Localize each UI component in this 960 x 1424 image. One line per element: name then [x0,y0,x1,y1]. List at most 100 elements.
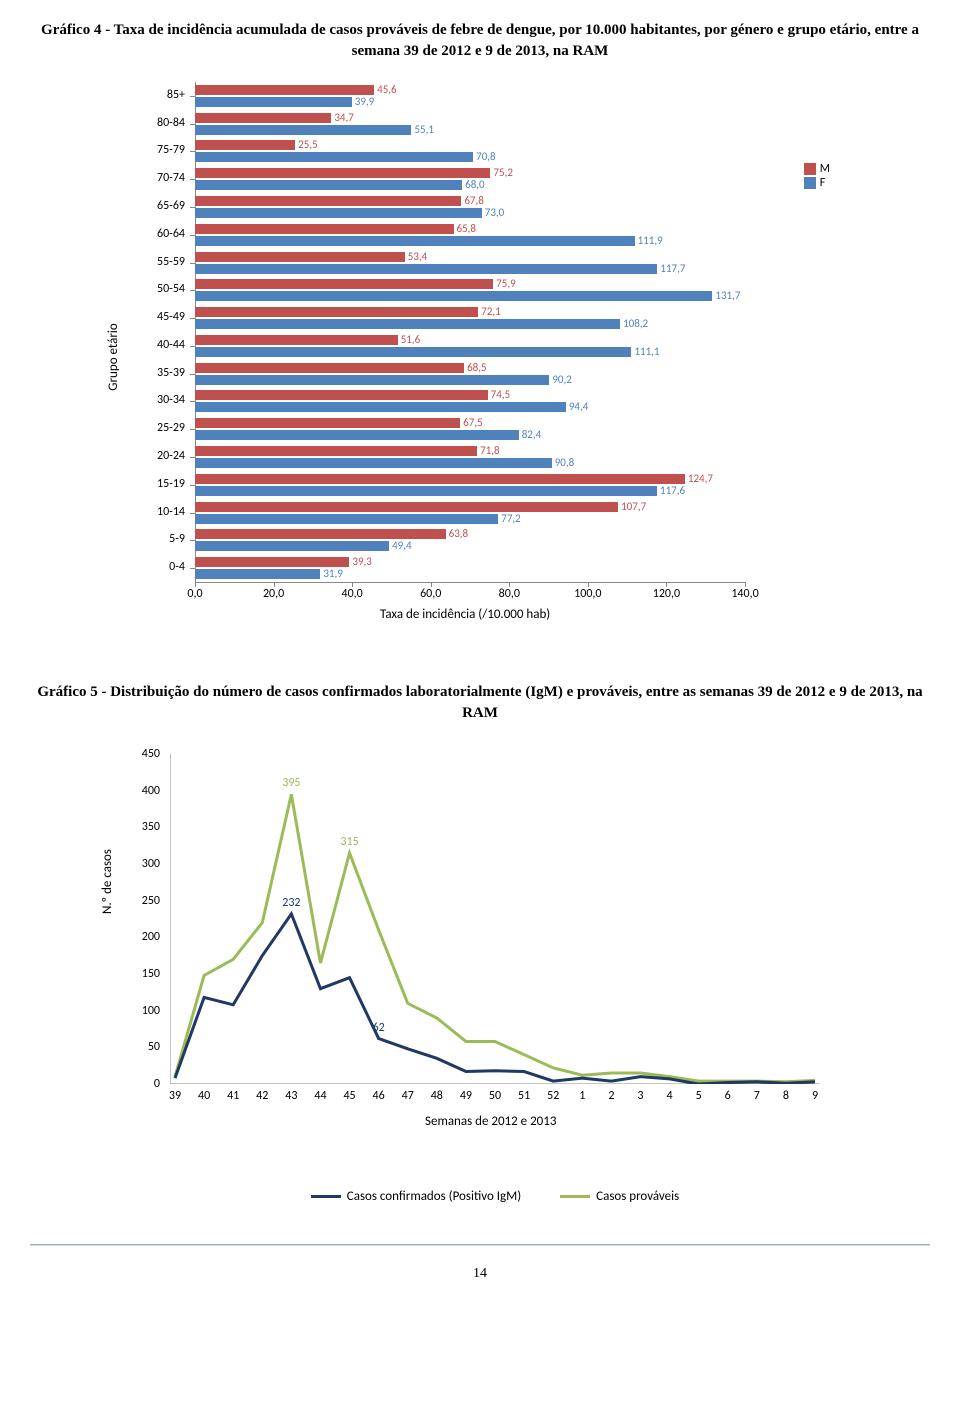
swatch-provable [560,1195,590,1198]
chart5-xtick: 7 [754,1089,760,1103]
chart5-xtick: 52 [547,1089,559,1103]
chart5-point-label: 232 [282,896,300,910]
chart4-value-m: 107,7 [621,500,646,513]
chart4-bar-f [195,402,566,412]
chart4-bar-m [195,168,490,178]
chart4-bar-f [195,541,389,551]
chart4-bar-f [195,486,657,496]
chart4-value-m: 124,7 [688,472,713,485]
chart4-value-m: 67,8 [464,194,483,207]
chart4-bar-m [195,196,461,206]
chart4-bar-m [195,474,685,484]
chart5-svg [170,754,820,1084]
chart4-value-m: 72,1 [481,305,500,318]
chart4-category-label: 65-69 [140,199,185,213]
chart4-value-m: 74,5 [491,388,510,401]
chart4-value-f: 111,1 [634,345,659,358]
chart5-line-confirmed [175,914,815,1084]
chart4-plot: 45,639,934,755,125,570,875,268,067,873,0… [195,82,745,582]
chart4-bar-m [195,502,618,512]
swatch-confirmed [311,1195,341,1198]
chart5-xtick: 40 [198,1089,210,1103]
chart4-bar-f [195,264,657,274]
chart5-xtick: 2 [608,1089,614,1103]
chart4-bar-m [195,529,446,539]
chart4-bar-f [195,208,482,218]
chart4-value-f: 90,2 [552,373,571,386]
legend-label-f: F [820,176,826,190]
chart4-bar-f [195,125,411,135]
chart4-bar-f [195,152,473,162]
chart4-category-label: 20-24 [140,449,185,463]
chart4-value-f: 49,4 [392,539,411,552]
chart5-title: Gráfico 5 - Distribuição do número de ca… [30,682,930,724]
chart4-value-f: 77,2 [501,512,520,525]
chart4: Grupo etário 45,639,934,755,125,570,875,… [100,82,860,632]
chart4-bar-f [195,569,320,579]
chart4-value-m: 39,3 [352,555,371,568]
swatch-f [804,177,816,189]
legend-item-m: M [804,162,830,176]
footer-rule [30,1244,930,1246]
chart4-xtick: 100,0 [568,587,608,601]
chart4-bar-m [195,279,493,289]
chart5-ytick: 100 [100,1004,160,1018]
chart4-category-label: 35-39 [140,366,185,380]
chart5-point-label: 62 [373,1021,385,1035]
chart5-xtick: 50 [489,1089,501,1103]
chart5-line-provable [175,794,815,1081]
chart5-ytick: 50 [100,1040,160,1054]
chart4-value-f: 55,1 [414,123,433,136]
chart4-xlabel: Taxa de incidência (/10.000 hab) [380,607,550,622]
chart5-ytick: 200 [100,930,160,944]
chart4-value-f: 117,6 [660,484,685,497]
chart4-xtick: 0,0 [175,587,215,601]
chart4-bar-m [195,140,295,150]
chart5-xtick: 41 [227,1089,239,1103]
page-number: 14 [30,1266,930,1282]
legend-item-f: F [804,176,830,190]
chart4-bar-m [195,335,398,345]
chart4-category-label: 45-49 [140,310,185,324]
chart4-value-m: 68,5 [467,361,486,374]
chart4-bar-m [195,363,464,373]
chart4-value-m: 63,8 [449,527,468,540]
chart4-category-label: 40-44 [140,338,185,352]
chart5-point-label: 315 [340,835,358,849]
chart4-value-f: 68,0 [465,178,484,191]
chart5-xtick: 46 [373,1089,385,1103]
chart4-value-f: 94,4 [569,400,588,413]
chart4-category-label: 10-14 [140,505,185,519]
chart5-xtick: 8 [783,1089,789,1103]
chart4-bar-f [195,430,519,440]
chart4-bar-f [195,514,498,524]
chart5-xtick: 4 [666,1089,672,1103]
chart4-bar-f [195,375,549,385]
chart4-xtick: 60,0 [411,587,451,601]
chart4-bar-m [195,85,374,95]
chart5-xtick: 51 [518,1089,530,1103]
chart4-value-f: 90,8 [555,456,574,469]
chart4-value-m: 53,4 [408,250,427,263]
chart4-category-label: 85+ [140,88,185,102]
chart5-ytick: 150 [100,967,160,981]
chart4-title: Gráfico 4 - Taxa de incidência acumulada… [30,20,930,62]
chart4-xtick: 20,0 [254,587,294,601]
chart5-xtick: 39 [169,1089,181,1103]
chart4-bar-m [195,307,478,317]
chart5-xtick: 1 [579,1089,585,1103]
chart5-xtick: 47 [402,1089,414,1103]
chart4-value-f: 111,9 [638,234,663,247]
chart4-value-m: 34,7 [334,111,353,124]
chart4-bar-f [195,180,462,190]
chart4-value-f: 117,7 [660,262,685,275]
chart5-ytick: 0 [100,1077,160,1091]
chart4-value-m: 65,8 [457,222,476,235]
chart4-value-f: 73,0 [485,206,504,219]
chart4-bar-m [195,557,349,567]
chart4-bar-f [195,458,552,468]
legend-item-confirmed: Casos confirmados (Positivo IgM) [311,1189,521,1204]
chart5-xtick: 43 [285,1089,297,1103]
chart4-value-m: 25,5 [298,138,317,151]
chart4-value-m: 51,6 [401,333,420,346]
